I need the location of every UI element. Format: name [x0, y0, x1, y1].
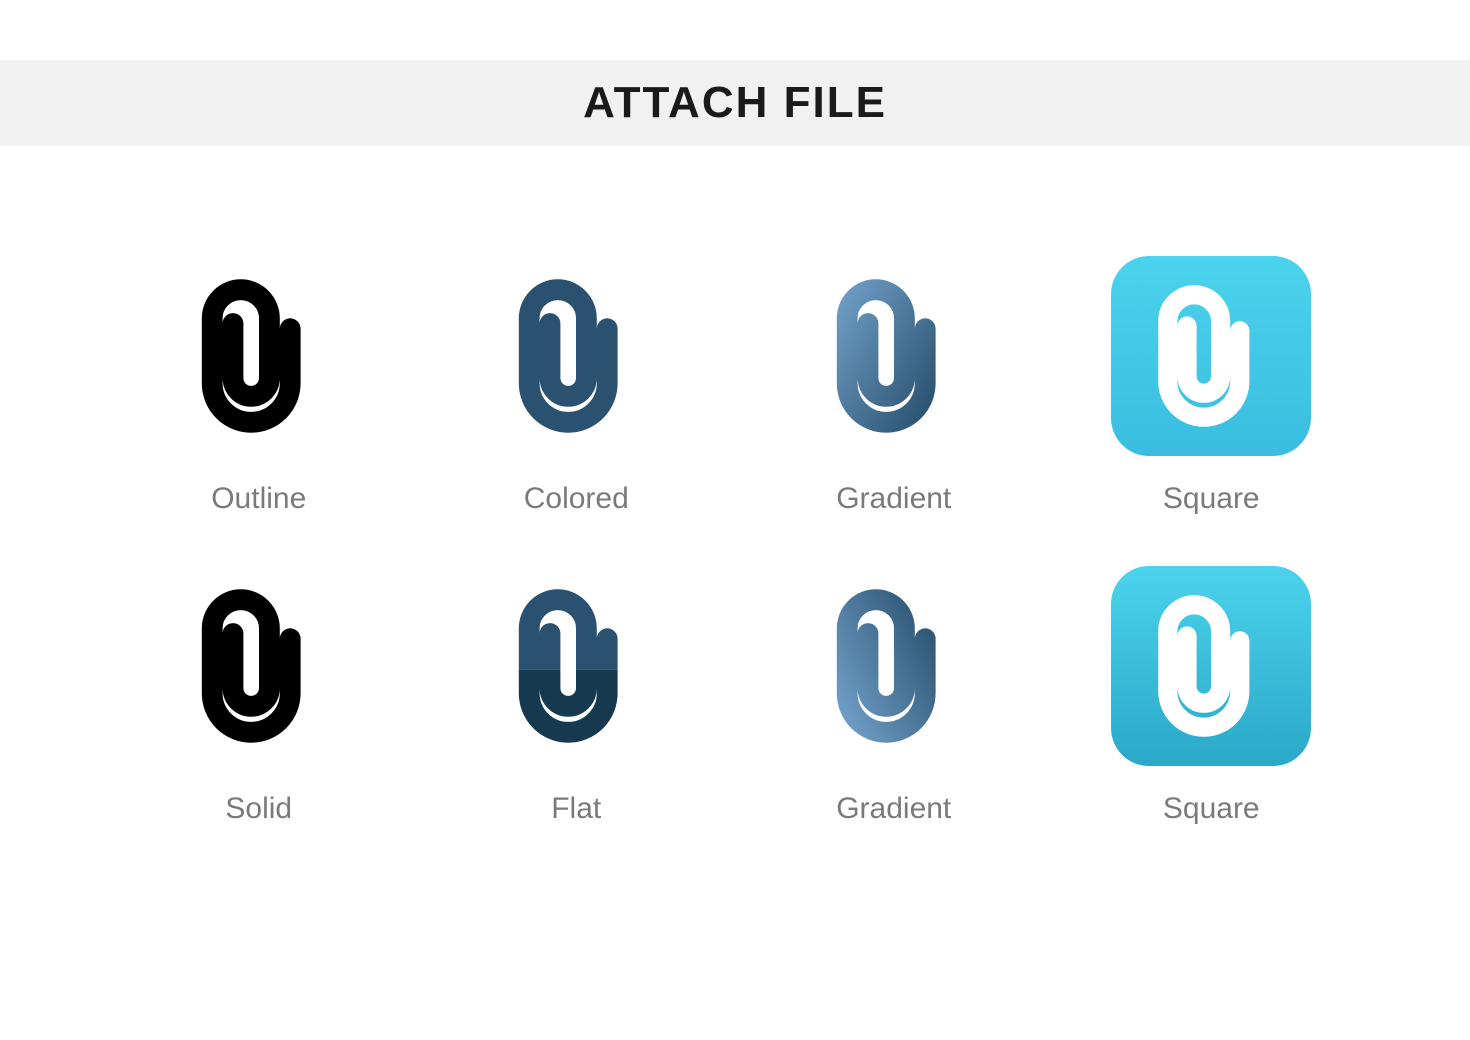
- variant-label: Gradient: [836, 482, 951, 516]
- attach-file-icon: [794, 256, 994, 456]
- icon-grid: Outline Colored Gradient: [0, 146, 1470, 826]
- variant-label: Colored: [524, 482, 629, 516]
- attach-file-icon: [794, 566, 994, 766]
- variant-label: Square: [1163, 482, 1260, 516]
- page-title: ATTACH FILE: [0, 78, 1470, 128]
- variant-square-1: Square: [1073, 256, 1351, 516]
- variant-solid: Solid: [120, 566, 398, 826]
- variant-label: Gradient: [836, 792, 951, 826]
- attach-file-icon: [1111, 256, 1311, 456]
- attach-file-icon: [159, 566, 359, 766]
- variant-label: Square: [1163, 792, 1260, 826]
- variant-gradient-1: Gradient: [755, 256, 1033, 516]
- variant-square-2: Square: [1073, 566, 1351, 826]
- attach-file-icon: [476, 566, 676, 766]
- attach-file-icon: [1111, 566, 1311, 766]
- variant-gradient-2: Gradient: [755, 566, 1033, 826]
- variant-colored: Colored: [438, 256, 716, 516]
- attach-file-icon: [159, 256, 359, 456]
- variant-label: Solid: [225, 792, 292, 826]
- variant-flat: Flat: [438, 566, 716, 826]
- variant-label: Flat: [551, 792, 601, 826]
- variant-outline: Outline: [120, 256, 398, 516]
- variant-label: Outline: [211, 482, 306, 516]
- attach-file-icon: [476, 256, 676, 456]
- title-bar: ATTACH FILE: [0, 60, 1470, 146]
